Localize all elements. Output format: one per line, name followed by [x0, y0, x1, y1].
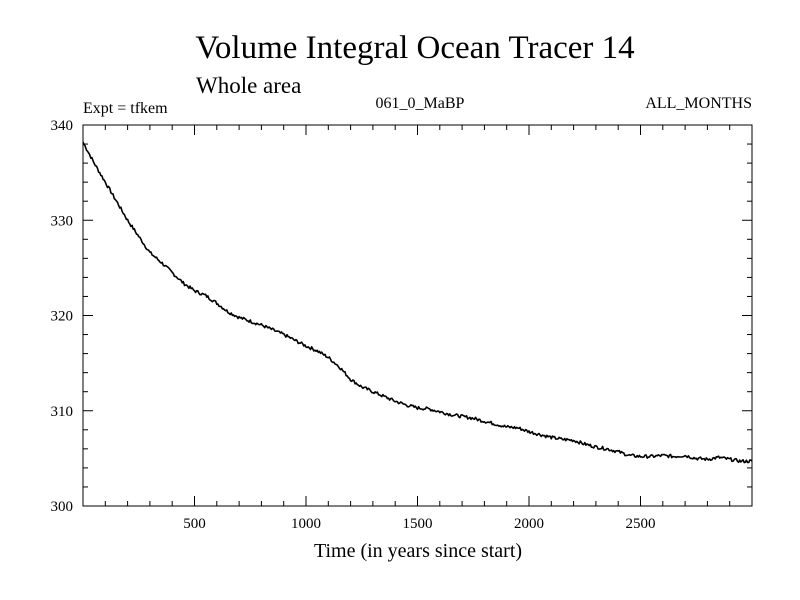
y-tick-label: 340 — [51, 118, 74, 134]
x-tick-label: 1000 — [291, 516, 321, 532]
axis-tick-labels: 500 1000 1500 2000 2500 300 310 320 330 340 — [51, 118, 656, 532]
months-label: ALL_MONTHS — [645, 95, 752, 112]
x-tick-label: 500 — [183, 516, 206, 532]
axis-ticks — [83, 125, 752, 506]
y-tick-label: 330 — [51, 213, 74, 229]
x-tick-label: 2000 — [514, 516, 544, 532]
y-tick-label: 300 — [51, 499, 74, 515]
x-tick-label: 1500 — [403, 516, 433, 532]
data-line — [82, 141, 753, 464]
x-axis-label: Time (in years since start) — [314, 540, 522, 562]
y-tick-label: 310 — [51, 404, 74, 420]
chart-subtitle: Whole area — [196, 73, 301, 98]
plot-frame — [82, 124, 753, 507]
experiment-label: Expt = tfkem — [83, 100, 168, 117]
x-tick-label: 2500 — [626, 516, 656, 532]
chart-title: Volume Integral Ocean Tracer 14 — [195, 30, 634, 66]
y-tick-label: 320 — [51, 309, 74, 325]
period-label: 061_0_MaBP — [376, 95, 465, 112]
